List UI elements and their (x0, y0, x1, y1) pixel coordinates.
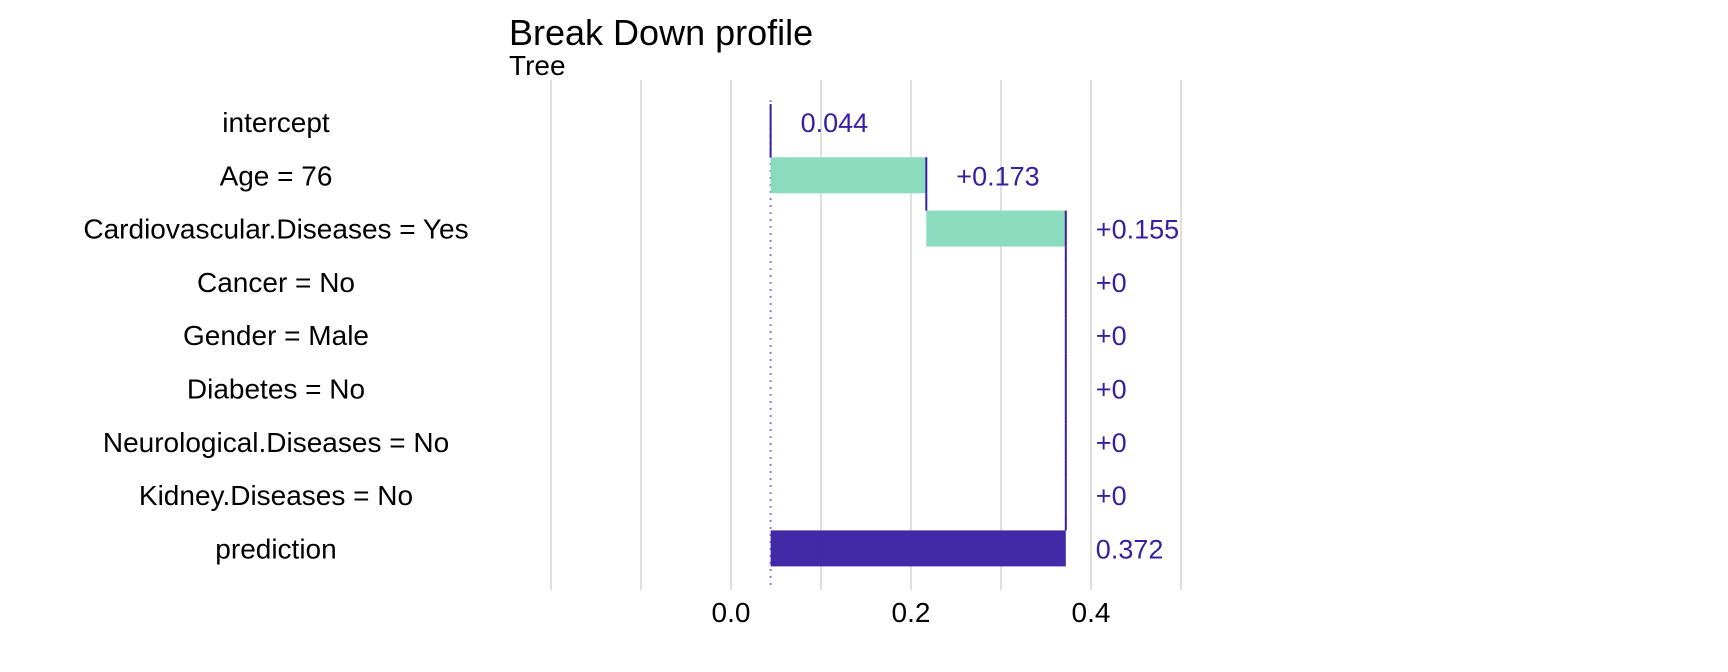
x-tick-label-0: 0.0 (712, 597, 751, 628)
y-label-1: Age = 76 (220, 160, 333, 191)
x-axis-ticks: 0.0 0.2 0.4 (712, 597, 1111, 628)
y-axis-labels: intercept Age = 76 Cardiovascular.Diseases… (83, 107, 468, 564)
chart-title: Break Down profile (509, 12, 813, 53)
y-label-5: Diabetes = No (187, 374, 365, 405)
x-tick-label-1: 0.2 (892, 597, 931, 628)
chart-subtitle: Tree (509, 50, 566, 81)
y-label-8: prediction (215, 533, 336, 564)
bar-1 (770, 157, 927, 194)
value-label-2: +0.155 (1096, 215, 1179, 245)
value-label-5: +0 (1096, 375, 1127, 405)
y-label-6: Neurological.Diseases = No (103, 427, 449, 458)
bars-layer (770, 157, 1066, 567)
bar-8 (770, 530, 1066, 567)
connectors-layer (769, 104, 1067, 531)
value-label-4: +0 (1096, 321, 1127, 351)
value-labels-layer: 0.044 +0.173 +0.155 +0 +0 +0 +0 +0 0.372 (801, 108, 1180, 564)
value-label-7: +0 (1096, 481, 1127, 511)
y-label-7: Kidney.Diseases = No (139, 480, 413, 511)
x-tick-label-2: 0.4 (1072, 597, 1111, 628)
y-label-2: Cardiovascular.Diseases = Yes (83, 214, 468, 245)
y-label-3: Cancer = No (197, 267, 355, 298)
value-label-8: 0.372 (1096, 534, 1164, 564)
value-label-6: +0 (1096, 428, 1127, 458)
y-label-4: Gender = Male (183, 320, 369, 351)
value-label-1: +0.173 (956, 161, 1039, 191)
value-label-0: 0.044 (801, 108, 869, 138)
value-label-3: +0 (1096, 268, 1127, 298)
y-label-0: intercept (222, 107, 330, 138)
bar-2 (926, 210, 1066, 247)
gridlines (550, 80, 1182, 590)
